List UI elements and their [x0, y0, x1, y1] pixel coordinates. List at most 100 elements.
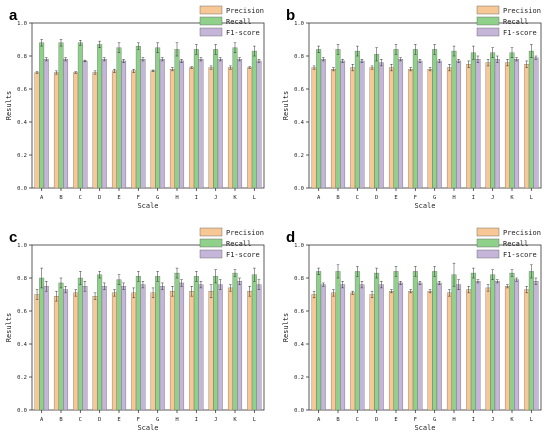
bar-recall	[97, 274, 103, 411]
legend-label: Precision	[226, 7, 264, 15]
bar-f1-score	[398, 59, 404, 189]
bar-recall	[232, 272, 238, 411]
legend-swatch-f1-score	[199, 249, 223, 259]
bar-f1-score	[533, 57, 539, 189]
x-tick-label: I	[472, 417, 475, 423]
bar-precision	[34, 294, 40, 411]
bar-precision	[330, 69, 336, 189]
bar-recall	[232, 47, 238, 189]
bar-recall	[58, 42, 64, 189]
bar-recall	[374, 54, 380, 189]
plot-frame	[308, 22, 542, 189]
y-axis-title: Results	[282, 313, 290, 343]
legend-label: Recall	[503, 240, 528, 248]
plot-frame	[31, 244, 265, 411]
bar-recall	[335, 49, 341, 189]
bar-recall	[77, 42, 83, 189]
bar-f1-score	[340, 60, 346, 189]
bar-recall	[451, 50, 457, 189]
bar-f1-score	[43, 59, 49, 189]
bar-precision	[330, 292, 336, 411]
x-tick-label: D	[375, 195, 378, 201]
bar-precision	[524, 64, 530, 189]
bar-precision	[92, 296, 98, 411]
y-axis-title: Results	[282, 91, 290, 121]
x-tick-label: H	[452, 417, 455, 423]
x-tick-label: L	[530, 195, 534, 201]
y-tick-label: 1.0	[294, 21, 304, 27]
y-tick-label: 0.6	[17, 87, 27, 93]
y-tick-label: 0.0	[17, 186, 27, 192]
bar-precision	[92, 72, 98, 189]
panel-letter: c	[9, 229, 17, 246]
x-tick-label: K	[510, 195, 514, 201]
legend-label: Precision	[503, 229, 541, 237]
bar-precision	[169, 69, 175, 189]
bar-recall	[393, 271, 399, 411]
bar-f1-score	[359, 284, 365, 411]
bar-f1-score	[378, 284, 384, 411]
bar-f1-score	[494, 281, 500, 411]
x-tick-label: E	[394, 417, 397, 423]
x-tick-label: H	[175, 417, 178, 423]
bar-precision	[111, 292, 117, 411]
bar-f1-score	[121, 60, 127, 189]
legend-swatch-recall	[476, 16, 500, 26]
bar-precision	[131, 292, 137, 411]
bar-recall	[509, 272, 515, 411]
x-tick-label: J	[214, 195, 217, 201]
bar-f1-score	[179, 282, 185, 411]
chart-panel-c: c 0.0 0.2 0.4 0.6 0.8 1.0 Results A B C D E F G H I J K L Sc…	[5, 227, 265, 432]
legend-label: Recall	[503, 18, 528, 26]
bar-precision	[208, 67, 214, 189]
bar-recall	[490, 274, 496, 411]
bar-precision	[189, 291, 195, 411]
y-tick-label: 0.8	[294, 276, 304, 282]
bar-f1-score	[514, 279, 520, 411]
bar-precision	[350, 292, 356, 411]
bar-f1-score	[417, 60, 423, 189]
x-tick-label: F	[414, 195, 417, 201]
bar-precision	[388, 291, 394, 411]
x-tick-label: E	[394, 195, 397, 201]
bar-precision	[504, 286, 510, 411]
y-tick-label: 0.4	[17, 342, 28, 348]
x-tick-label: F	[137, 417, 140, 423]
bar-f1-score	[82, 60, 88, 189]
bar-precision	[466, 64, 472, 189]
bar-f1-score	[378, 62, 384, 189]
bar-precision	[485, 287, 491, 411]
bar-f1-score	[179, 60, 185, 189]
bar-f1-score	[436, 282, 442, 411]
x-tick-label: C	[79, 195, 82, 201]
bar-f1-score	[436, 60, 442, 189]
legend-swatch-recall	[476, 238, 500, 248]
bar-f1-score	[417, 282, 423, 411]
bar-f1-score	[320, 284, 326, 411]
bar-recall	[155, 47, 161, 189]
bar-f1-score	[63, 289, 69, 411]
bar-f1-score	[456, 284, 462, 411]
bar-f1-score	[82, 286, 88, 411]
bar-recall	[374, 272, 380, 411]
bar-f1-score	[121, 286, 127, 411]
bar-precision	[466, 289, 472, 411]
bar-recall	[509, 52, 515, 189]
x-tick-label: G	[433, 195, 436, 201]
bar-f1-score	[237, 281, 243, 411]
legend-swatch-f1-score	[199, 27, 223, 37]
x-tick-label: D	[98, 417, 101, 423]
bar-recall	[412, 49, 418, 189]
legend-swatch-recall	[199, 16, 223, 26]
legend-swatch-f1-score	[476, 249, 500, 259]
bar-precision	[408, 291, 414, 411]
legend-swatch-precision	[476, 5, 500, 15]
x-tick-label: B	[336, 195, 340, 201]
bar-f1-score	[320, 59, 326, 189]
bar-recall	[58, 282, 64, 411]
legend-label: Recall	[226, 240, 251, 248]
x-axis-title: Scale	[414, 424, 435, 432]
bar-f1-score	[514, 59, 520, 189]
bar-recall	[528, 271, 534, 411]
